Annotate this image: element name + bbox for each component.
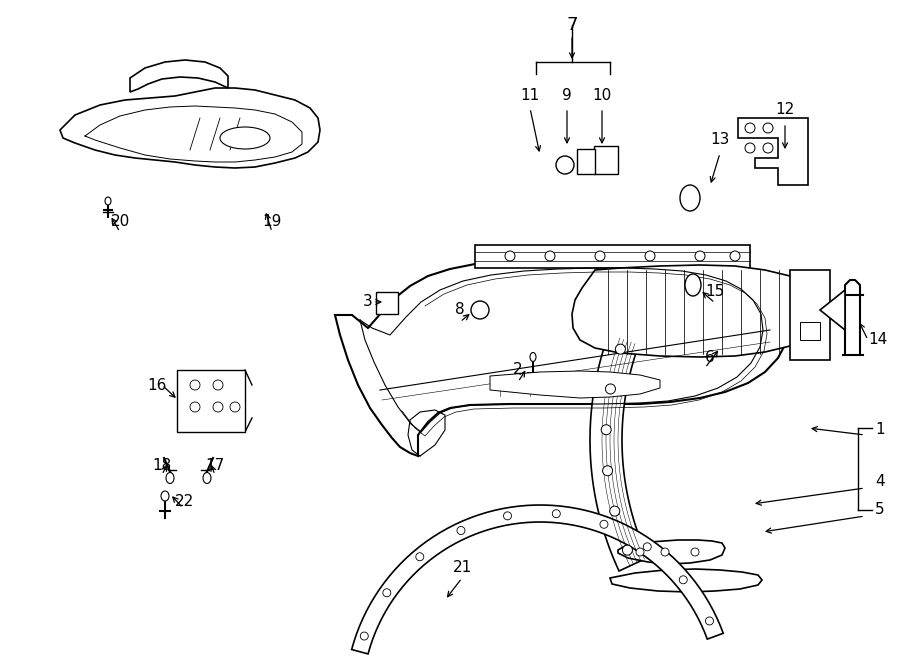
- Text: 14: 14: [868, 332, 887, 348]
- Ellipse shape: [203, 473, 211, 483]
- Bar: [800, 322, 820, 340]
- Circle shape: [680, 576, 688, 584]
- Ellipse shape: [530, 352, 536, 362]
- Circle shape: [691, 548, 699, 556]
- Bar: [594, 146, 618, 174]
- Ellipse shape: [105, 197, 111, 205]
- Text: 8: 8: [455, 303, 464, 317]
- Bar: [376, 292, 398, 314]
- Text: 19: 19: [262, 215, 282, 229]
- Circle shape: [360, 632, 368, 640]
- Polygon shape: [490, 371, 660, 398]
- Text: 7: 7: [566, 16, 578, 34]
- Polygon shape: [618, 540, 725, 564]
- Circle shape: [213, 380, 223, 390]
- Circle shape: [545, 251, 555, 261]
- Text: 20: 20: [111, 215, 130, 229]
- Circle shape: [505, 251, 515, 261]
- Ellipse shape: [220, 127, 270, 149]
- Polygon shape: [738, 118, 808, 185]
- Text: 2: 2: [513, 362, 523, 377]
- Text: 4: 4: [875, 475, 885, 490]
- Text: 1: 1: [875, 422, 885, 438]
- Polygon shape: [60, 88, 320, 168]
- Circle shape: [636, 548, 644, 556]
- Text: 13: 13: [710, 132, 730, 147]
- Ellipse shape: [166, 473, 174, 483]
- Text: 5: 5: [875, 502, 885, 518]
- Circle shape: [382, 589, 391, 597]
- Text: 18: 18: [152, 457, 172, 473]
- Circle shape: [763, 123, 773, 133]
- Polygon shape: [790, 270, 830, 360]
- Circle shape: [616, 344, 625, 354]
- Circle shape: [609, 506, 620, 516]
- Circle shape: [230, 402, 240, 412]
- Ellipse shape: [161, 491, 169, 501]
- Circle shape: [706, 617, 714, 625]
- Circle shape: [601, 425, 611, 435]
- Polygon shape: [352, 505, 724, 654]
- Circle shape: [190, 402, 200, 412]
- Text: 3: 3: [363, 295, 373, 309]
- Text: 17: 17: [205, 457, 225, 473]
- FancyBboxPatch shape: [577, 149, 595, 174]
- Text: 21: 21: [453, 561, 472, 576]
- Bar: [177, 370, 245, 432]
- Circle shape: [556, 156, 574, 174]
- Polygon shape: [130, 60, 228, 92]
- Polygon shape: [610, 569, 762, 592]
- Ellipse shape: [680, 185, 700, 211]
- Polygon shape: [572, 265, 820, 357]
- Text: 12: 12: [776, 102, 795, 118]
- Text: 9: 9: [562, 87, 572, 102]
- Circle shape: [745, 123, 755, 133]
- Text: 22: 22: [176, 494, 194, 510]
- Circle shape: [661, 548, 669, 556]
- Polygon shape: [820, 290, 845, 330]
- Text: 6: 6: [705, 350, 715, 366]
- Circle shape: [644, 543, 652, 551]
- Circle shape: [730, 251, 740, 261]
- Ellipse shape: [685, 274, 701, 296]
- Circle shape: [503, 512, 511, 520]
- Circle shape: [416, 553, 424, 561]
- Circle shape: [603, 466, 613, 476]
- Circle shape: [553, 510, 561, 518]
- Text: 15: 15: [706, 284, 724, 299]
- Circle shape: [213, 402, 223, 412]
- Circle shape: [763, 143, 773, 153]
- Circle shape: [745, 143, 755, 153]
- Circle shape: [600, 520, 608, 528]
- Polygon shape: [590, 334, 648, 571]
- Circle shape: [695, 251, 705, 261]
- Text: 16: 16: [148, 377, 166, 393]
- Text: 10: 10: [592, 87, 612, 102]
- Circle shape: [645, 251, 655, 261]
- Polygon shape: [475, 245, 750, 268]
- Circle shape: [457, 527, 465, 535]
- Circle shape: [190, 380, 200, 390]
- Text: 11: 11: [520, 87, 540, 102]
- Circle shape: [471, 301, 489, 319]
- Polygon shape: [335, 257, 790, 456]
- Circle shape: [623, 545, 633, 555]
- Circle shape: [606, 384, 616, 394]
- Circle shape: [595, 251, 605, 261]
